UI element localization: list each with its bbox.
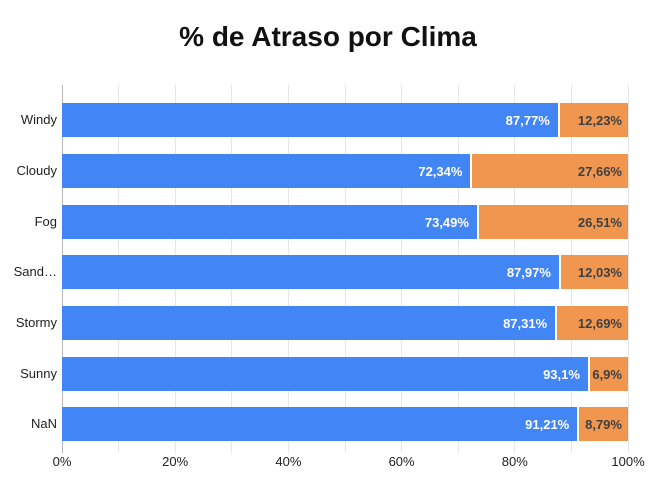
bar-segment-orange-segment[interactable]: 12,03% — [560, 255, 628, 289]
bar-value-label: 87,31% — [503, 315, 548, 331]
x-axis-tick-label: 80% — [501, 454, 528, 469]
x-axis-tick-label: 60% — [388, 454, 415, 469]
bar-segment-blue-segment[interactable]: 73,49% — [62, 205, 477, 239]
x-axis-tick-label: 100% — [611, 454, 645, 469]
bar-segment-orange-segment[interactable]: 8,79% — [579, 407, 628, 441]
category-label: Stormy — [15, 315, 57, 330]
bar-value-label: 93,1% — [543, 366, 580, 382]
category-label: Fog — [34, 214, 57, 229]
bar-value-label: 8,79% — [585, 416, 622, 432]
chart-title: % de Atraso por Clima — [179, 21, 477, 52]
bar-value-label: 91,21% — [525, 416, 570, 432]
vertical-gridline — [627, 85, 629, 453]
bar-value-label: 26,51% — [577, 214, 622, 230]
bar-segment-orange-segment[interactable]: 26,51% — [478, 205, 628, 239]
category-label: NaN — [30, 416, 57, 431]
bar-segment-blue-segment[interactable]: 87,31% — [62, 306, 556, 340]
bar-segment-orange-segment[interactable]: 12,69% — [557, 306, 628, 340]
bar-segment-orange-segment[interactable]: 27,66% — [472, 154, 628, 188]
bar-segment-blue-segment[interactable]: 91,21% — [62, 407, 578, 441]
bar-segment-orange-segment[interactable]: 6,9% — [589, 357, 628, 391]
x-axis-tick-label: 20% — [162, 454, 189, 469]
bar-segment-blue-segment[interactable]: 87,77% — [62, 103, 558, 137]
category-label: Windy — [20, 112, 57, 127]
category-label: Cloudy — [16, 163, 57, 178]
bar-segment-blue-segment[interactable]: 93,1% — [62, 357, 588, 391]
bar-segment-blue-segment[interactable]: 87,97% — [62, 255, 559, 289]
category-label: Sand… — [13, 264, 57, 279]
bar-value-label: 73,49% — [424, 214, 469, 230]
x-axis-tick-label: 40% — [275, 454, 302, 469]
bar-value-label: 6,9% — [592, 366, 622, 382]
bar-value-label: 12,23% — [577, 112, 622, 128]
bar-value-label: 87,97% — [506, 264, 551, 280]
bar-value-label: 12,03% — [577, 264, 622, 280]
plot-area: 87,77% 12,23% 72,34% 27,66% 73,49% 26,51% 87,9… — [61, 85, 629, 453]
x-axis-tick-label: 0% — [52, 454, 72, 469]
bar-value-label: 72,34% — [418, 163, 463, 179]
bar-value-label: 27,66% — [577, 163, 622, 179]
category-label: Sunny — [20, 366, 57, 381]
bar-segment-orange-segment[interactable]: 12,23% — [559, 103, 628, 137]
bar-segment-blue-segment[interactable]: 72,34% — [62, 154, 471, 188]
bar-value-label: 12,69% — [577, 315, 622, 331]
x-axis: 0% 20% 40% 60% 80% 100% — [53, 454, 645, 474]
bar-value-label: 87,77% — [505, 112, 550, 128]
